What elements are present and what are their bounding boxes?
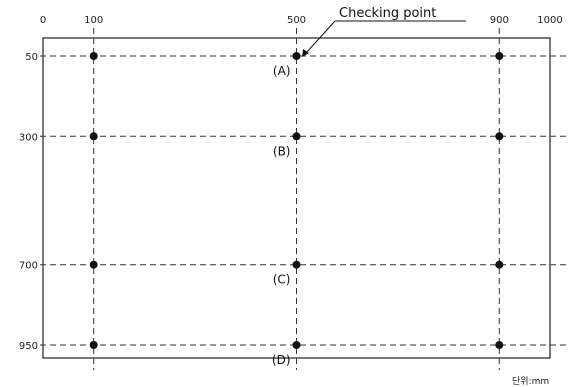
checking-point-dot	[495, 260, 504, 269]
checking-point-dot	[292, 52, 301, 60]
checking-point-dot	[89, 260, 98, 269]
checking-point-dot	[495, 52, 504, 60]
callout-leader	[305, 20, 336, 54]
x-axis-ticks: 0 100 500 900 1000	[40, 15, 563, 26]
checking-point-dot	[495, 341, 504, 349]
checking-point-dot	[292, 341, 301, 349]
y-tick-label: 700	[19, 261, 38, 272]
checking-point-dot	[89, 52, 98, 60]
checking-point-dot	[292, 260, 301, 269]
row-label: (B)	[273, 144, 291, 158]
x-tick-label: 100	[84, 15, 103, 26]
x-tick-label: 900	[490, 15, 509, 26]
callout-label: Checking point	[339, 6, 436, 21]
x-tick-label: 1000	[537, 15, 562, 26]
row-label: (D)	[272, 353, 291, 367]
row-label: (C)	[273, 273, 291, 287]
x-tick-label: 500	[287, 15, 306, 26]
x-tick-label: 0	[40, 15, 46, 26]
vertical-gridlines	[93, 28, 500, 370]
checking-point-callout: Checking point	[302, 6, 466, 57]
row-labels: (A) (B) (C) (D)	[272, 64, 291, 367]
checking-point-dot	[292, 132, 301, 141]
checking-point-dot	[89, 341, 98, 349]
callout-arrowhead	[302, 49, 309, 57]
y-axis-ticks: 50 300 700 950	[19, 52, 38, 352]
y-tick-label: 950	[19, 341, 38, 352]
checking-points	[89, 52, 504, 349]
y-tick-label: 50	[25, 52, 38, 63]
checking-point-dot	[495, 132, 504, 141]
row-label: (A)	[273, 64, 291, 78]
unit-label: 단위:mm	[512, 376, 549, 387]
checking-point-dot	[89, 132, 98, 141]
horizontal-gridlines	[40, 55, 566, 346]
y-tick-label: 300	[19, 132, 38, 143]
